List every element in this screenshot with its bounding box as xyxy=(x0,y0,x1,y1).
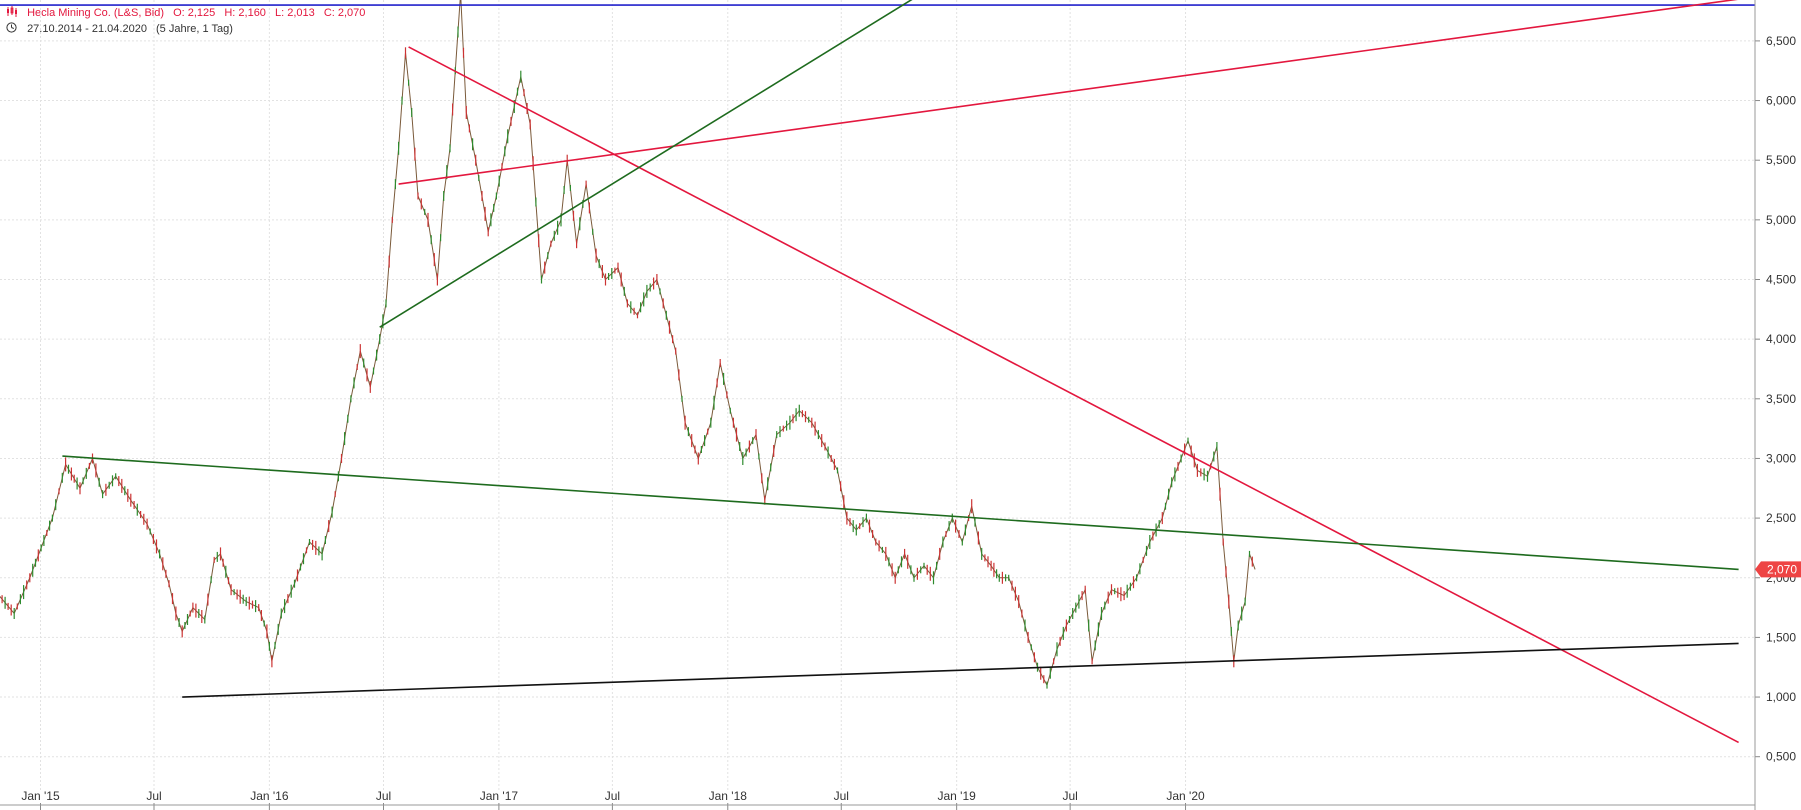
y-tick-label: 2,500 xyxy=(1766,511,1796,525)
instrument-name: Hecla Mining Co. (L&S, Bid) xyxy=(27,7,165,19)
y-tick-label: 1,500 xyxy=(1766,630,1796,644)
grid xyxy=(0,0,1755,790)
x-tick-label: Jan '16 xyxy=(250,789,289,803)
y-tick-label: 0,500 xyxy=(1766,750,1796,764)
x-tick-label: Jan '18 xyxy=(709,789,748,803)
trendlines xyxy=(0,0,1755,744)
y-tick-label: 3,000 xyxy=(1766,451,1796,465)
ohlc-open: O: 2,125 xyxy=(173,7,216,19)
x-tick-label: Jul xyxy=(376,789,391,803)
trendline xyxy=(398,0,1738,185)
y-tick-label: 3,500 xyxy=(1766,392,1796,406)
x-tick-label: Jan '17 xyxy=(480,789,519,803)
last-value-badge xyxy=(1755,561,1801,578)
y-tick-label: 5,000 xyxy=(1766,213,1796,227)
date-range: 27.10.2014 - 21.04.2020 xyxy=(27,23,147,35)
x-tick-label: Jul xyxy=(1062,789,1077,803)
trendline xyxy=(379,0,913,328)
trendline xyxy=(62,455,1739,571)
ohlc-close: C: 2,070 xyxy=(323,7,366,19)
x-tick-label: Jul xyxy=(834,789,849,803)
ohlc-low: L: 2,013 xyxy=(275,7,315,19)
period-label: (5 Jahre, 1 Tag) xyxy=(156,23,233,35)
chart-header-instrument: Hecla Mining Co. (L&S, Bid) O: 2,125 H: … xyxy=(6,6,371,19)
candlestick-icon xyxy=(6,6,18,17)
y-tick-label: 5,500 xyxy=(1766,153,1796,167)
y-tick-label: 1,000 xyxy=(1766,690,1796,704)
chart-header-period: 27.10.2014 - 21.04.2020 (5 Jahre, 1 Tag) xyxy=(6,22,239,35)
price-series xyxy=(0,0,1256,689)
trendline xyxy=(182,642,1739,698)
clock-icon xyxy=(6,22,18,33)
y-tick-label: 4,500 xyxy=(1766,273,1796,287)
y-tick-label: 6,000 xyxy=(1766,94,1796,108)
y-tick-label: 4,000 xyxy=(1766,332,1796,346)
ohlc-high: H: 2,160 xyxy=(224,7,266,19)
x-tick-label: Jan '20 xyxy=(1166,789,1205,803)
y-tick-label: 6,500 xyxy=(1766,34,1796,48)
last-value-label: 2,070 xyxy=(1767,562,1797,576)
x-tick-label: Jul xyxy=(146,789,161,803)
price-line xyxy=(0,0,1256,687)
trendline xyxy=(408,46,1739,744)
x-tick-label: Jul xyxy=(605,789,620,803)
x-tick-label: Jan '15 xyxy=(21,789,60,803)
x-tick-label: Jan '19 xyxy=(937,789,976,803)
